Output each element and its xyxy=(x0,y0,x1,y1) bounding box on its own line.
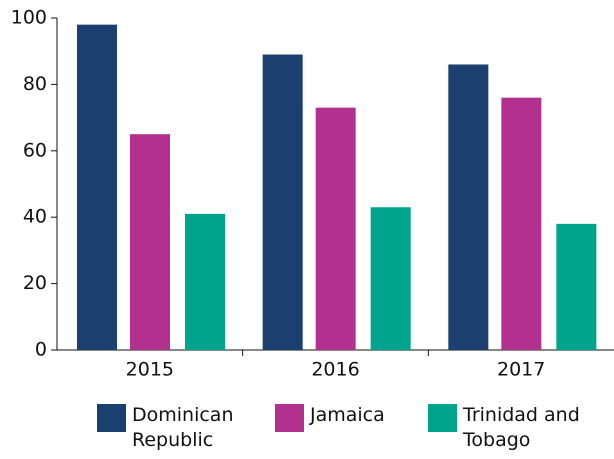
y-tick-label: 20 xyxy=(23,272,47,294)
y-tick-label: 80 xyxy=(23,73,47,95)
legend-label: Trinidad and Tobago xyxy=(463,404,580,451)
bar xyxy=(77,24,117,350)
bar xyxy=(185,213,225,350)
bar xyxy=(501,97,542,351)
legend-swatch xyxy=(97,404,126,432)
legend-label: Jamaica xyxy=(310,404,385,426)
bar xyxy=(556,223,597,350)
y-tick-label: 60 xyxy=(23,139,47,161)
legend-item: Jamaica xyxy=(275,403,395,432)
x-tick-label: 2016 xyxy=(311,359,359,381)
chart: 0 20 40 60 80 100 2015 2016 2017 xyxy=(11,7,614,381)
y-tick-label: 40 xyxy=(23,206,47,228)
legend-item: Trinidad and Tobago xyxy=(428,403,588,453)
y-tick-label: 0 xyxy=(35,339,47,361)
x-tick-label: 2017 xyxy=(497,359,545,381)
legend-swatch xyxy=(428,404,457,432)
bar xyxy=(448,64,489,350)
bar xyxy=(315,107,356,350)
bar xyxy=(130,134,170,350)
legend-swatch xyxy=(275,404,304,432)
legend-item: Dominican Republic xyxy=(97,403,237,453)
x-tick-label: 2015 xyxy=(126,359,174,381)
bar xyxy=(262,54,303,351)
bar xyxy=(370,207,411,350)
y-tick-label: 100 xyxy=(11,7,47,29)
legend-label: Dominican Republic xyxy=(132,404,234,451)
